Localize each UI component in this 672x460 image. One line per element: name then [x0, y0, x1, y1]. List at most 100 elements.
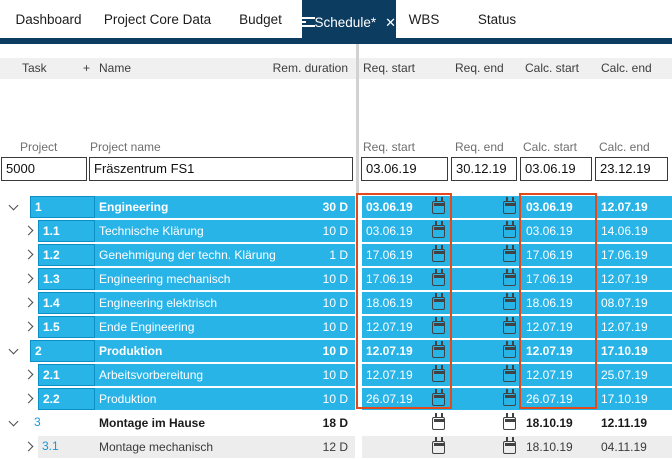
calc-end-cell[interactable]: 12.07.19: [601, 272, 648, 286]
task-row[interactable]: 2.2 Produktion 10 D 26.07.19 26.07.19 17.10.1…: [0, 388, 672, 410]
calendar-icon[interactable]: [432, 437, 445, 454]
chevron-down-icon[interactable]: [9, 346, 19, 356]
calc-start-cell[interactable]: 26.07.19: [526, 392, 573, 406]
calc-start-cell[interactable]: 12.07.19: [526, 368, 573, 382]
calendar-icon[interactable]: [503, 245, 516, 262]
chevron-right-icon[interactable]: [25, 298, 35, 308]
calc-end-cell[interactable]: 04.11.19: [601, 440, 647, 454]
task-id-cell[interactable]: 3: [34, 415, 41, 429]
calendar-icon[interactable]: [432, 413, 445, 430]
calendar-icon[interactable]: [503, 413, 516, 430]
task-row[interactable]: 1.1 Technische Klärung 10 D 03.06.19 03.06.1…: [0, 220, 672, 242]
chevron-right-icon[interactable]: [25, 274, 35, 284]
calendar-icon[interactable]: [432, 221, 445, 238]
calendar-icon[interactable]: [503, 221, 516, 238]
calc-end-cell[interactable]: 25.07.19: [601, 368, 648, 382]
task-name-cell[interactable]: Genehmigung der techn. Klärung: [99, 248, 276, 262]
req-start-cell[interactable]: 12.07.19: [366, 320, 413, 334]
calc-start-cell[interactable]: 03.06.19: [526, 200, 573, 214]
menu-icon[interactable]: [302, 17, 314, 27]
calendar-icon[interactable]: [432, 269, 445, 286]
task-id-cell[interactable]: 1.2: [38, 244, 95, 266]
rem-duration-cell[interactable]: 10 D: [322, 344, 348, 358]
project-id-field[interactable]: 5000: [1, 157, 87, 181]
calendar-icon[interactable]: [503, 269, 516, 286]
calendar-icon[interactable]: [432, 197, 445, 214]
tab-wbs[interactable]: WBS: [408, 11, 440, 27]
calc-start-cell[interactable]: 18.06.19: [526, 296, 573, 310]
calendar-icon[interactable]: [503, 317, 516, 334]
calc-end-cell[interactable]: 12.07.19: [601, 200, 648, 214]
add-column-button[interactable]: +: [83, 61, 91, 75]
req-start-cell[interactable]: 12.07.19: [366, 368, 413, 382]
task-id-cell[interactable]: 1.1: [38, 220, 95, 242]
calendar-icon[interactable]: [432, 317, 445, 334]
chevron-down-icon[interactable]: [9, 202, 19, 212]
calendar-icon[interactable]: [432, 245, 445, 262]
task-id-cell[interactable]: 3.1: [42, 439, 59, 453]
req-start-cell[interactable]: 03.06.19: [366, 224, 413, 238]
req-start-cell[interactable]: 17.06.19: [366, 248, 413, 262]
project-calc-end-field[interactable]: 23.12.19: [595, 157, 668, 181]
task-name-cell[interactable]: Arbeitsvorbereitung: [99, 368, 204, 382]
calc-end-cell[interactable]: 08.07.19: [601, 296, 648, 310]
calc-start-cell[interactable]: 17.06.19: [526, 272, 573, 286]
rem-duration-cell[interactable]: 10 D: [322, 392, 348, 406]
task-id-cell[interactable]: 1: [30, 196, 95, 218]
tab-schedule[interactable]: Schedule* ✕: [302, 0, 396, 44]
task-row[interactable]: 1.2 Genehmigung der techn. Klärung 1 D 17.0…: [0, 244, 672, 266]
calendar-icon[interactable]: [432, 341, 445, 358]
chevron-right-icon[interactable]: [25, 370, 35, 380]
task-name-cell[interactable]: Engineering: [99, 200, 169, 214]
task-id-cell[interactable]: 1.4: [38, 292, 95, 314]
calendar-icon[interactable]: [503, 341, 516, 358]
calc-start-cell[interactable]: 12.07.19: [526, 320, 573, 334]
req-start-cell[interactable]: 17.06.19: [366, 272, 413, 286]
rem-duration-cell[interactable]: 12 D: [322, 440, 348, 454]
calc-start-cell[interactable]: 12.07.19: [526, 344, 573, 358]
task-row[interactable]: 1.4 Engineering elektrisch 10 D 18.06.19 18.…: [0, 292, 672, 314]
calendar-icon[interactable]: [503, 389, 516, 406]
calc-end-cell[interactable]: 17.10.19: [601, 344, 648, 358]
chevron-down-icon[interactable]: [9, 418, 19, 428]
task-row[interactable]: 1.5 Ende Engineering 10 D 12.07.19 12.07.19 1…: [0, 316, 672, 338]
task-name-cell[interactable]: Technische Klärung: [99, 224, 204, 238]
calc-start-cell[interactable]: 18.10.19: [526, 440, 573, 454]
req-start-cell[interactable]: 12.07.19: [366, 344, 413, 358]
task-id-cell[interactable]: 1.5: [38, 316, 95, 338]
task-row[interactable]: 2.1 Arbeitsvorbereitung 10 D 12.07.19 12.07.…: [0, 364, 672, 386]
project-calc-start-field[interactable]: 03.06.19: [520, 157, 592, 181]
task-row[interactable]: 1.3 Engineering mechanisch 10 D 17.06.19 17.…: [0, 268, 672, 290]
close-icon[interactable]: ✕: [385, 14, 396, 30]
req-start-cell[interactable]: 26.07.19: [366, 392, 413, 406]
task-name-cell[interactable]: Ende Engineering: [99, 320, 195, 334]
calc-end-cell[interactable]: 12.07.19: [601, 320, 648, 334]
project-req-start-field[interactable]: 03.06.19: [361, 157, 448, 181]
calendar-icon[interactable]: [503, 437, 516, 454]
task-id-cell[interactable]: 2.1: [38, 364, 95, 386]
calendar-icon[interactable]: [432, 389, 445, 406]
rem-duration-cell[interactable]: 1 D: [329, 248, 348, 262]
calc-start-cell[interactable]: 17.06.19: [526, 248, 573, 262]
chevron-right-icon[interactable]: [25, 250, 35, 260]
task-name-cell[interactable]: Produktion: [99, 344, 163, 358]
rem-duration-cell[interactable]: 10 D: [322, 224, 348, 238]
calc-end-cell[interactable]: 17.10.19: [601, 392, 648, 406]
task-row[interactable]: 3.1 Montage mechanisch 12 D 18.10.19 04.11.1…: [0, 436, 672, 458]
rem-duration-cell[interactable]: 10 D: [322, 296, 348, 310]
rem-duration-cell[interactable]: 10 D: [322, 368, 348, 382]
task-id-cell[interactable]: 2: [30, 340, 95, 362]
chevron-right-icon[interactable]: [25, 394, 35, 404]
calc-start-cell[interactable]: 18.10.19: [526, 416, 573, 430]
calendar-icon[interactable]: [503, 293, 516, 310]
task-id-cell[interactable]: 1.3: [38, 268, 95, 290]
req-start-cell[interactable]: 03.06.19: [366, 200, 413, 214]
rem-duration-cell[interactable]: 30 D: [322, 200, 348, 214]
tab-dashboard[interactable]: Dashboard: [15, 11, 82, 27]
calc-end-cell[interactable]: 12.11.19: [601, 416, 648, 430]
task-name-cell[interactable]: Engineering mechanisch: [99, 272, 231, 286]
task-id-cell[interactable]: 2.2: [38, 388, 95, 410]
task-row[interactable]: 1 Engineering 30 D 03.06.19 03.06.19 12.07.19: [0, 196, 672, 218]
calc-end-cell[interactable]: 17.06.19: [601, 248, 648, 262]
task-row[interactable]: 3 Montage im Hause 18 D 18.10.19 12.11.19: [0, 412, 672, 434]
